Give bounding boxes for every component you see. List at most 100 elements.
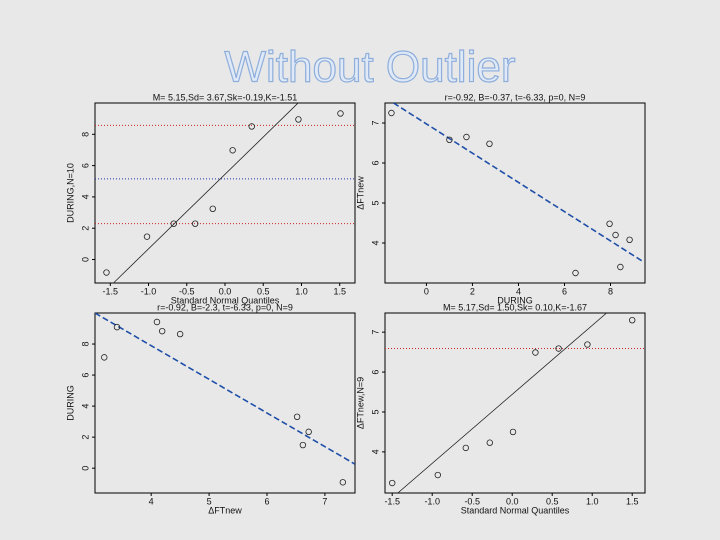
x-tick-label: 4 — [516, 286, 521, 296]
chart-title: r=-0.92, B=-0.37, t=-6.33, p=0, N=9 — [445, 92, 586, 102]
data-point — [612, 231, 619, 239]
y-tick-label: 0 — [80, 466, 90, 471]
data-point — [299, 441, 307, 449]
data-point — [446, 136, 453, 143]
x-tick-label: 1.0 — [586, 496, 599, 506]
fit-line — [113, 103, 298, 283]
data-point — [229, 147, 236, 154]
scatter-chart: r=-0.92, B=-0.37, t=-6.33, p=0, N=9 DURIN… — [355, 92, 646, 305]
y-tick-label: 0 — [80, 257, 90, 262]
data-point — [337, 110, 344, 117]
x-axis-label: ΔFTnew — [208, 505, 242, 515]
plot-content — [388, 103, 644, 277]
data-point — [295, 116, 302, 123]
y-tick-label: 4 — [80, 194, 90, 199]
y-tick-label: 6 — [370, 160, 380, 165]
data-point — [509, 428, 517, 436]
x-tick-label: -0.5 — [464, 496, 480, 506]
y-tick-label: 5 — [370, 200, 380, 205]
x-tick-label: 0.0 — [506, 496, 519, 506]
fit-line — [397, 313, 607, 493]
y-tick-label: 4 — [80, 404, 90, 409]
x-tick-label: 0.0 — [219, 286, 232, 296]
plot-content — [385, 313, 645, 493]
data-point — [389, 479, 396, 487]
plot-area — [94, 312, 356, 494]
data-point — [555, 345, 562, 352]
x-tick-label: 7 — [322, 496, 327, 506]
data-point — [606, 220, 613, 227]
data-point — [532, 349, 539, 356]
slide-title: Without Outlier — [225, 43, 516, 92]
chart-title: r=-0.92, B=-2.3, t=-6.33, p=0, N=9 — [157, 302, 293, 312]
x-tick-label: -1.5 — [103, 286, 119, 296]
data-point — [209, 205, 216, 213]
data-point — [158, 327, 166, 335]
y-tick-label: 8 — [80, 132, 90, 137]
scatter-chart: M= 5.15,Sd= 3.67,Sk=-0.19,K=-1.51 Standar… — [65, 92, 356, 305]
data-point — [584, 341, 591, 348]
scatter-chart: r=-0.92, B=-2.3, t=-6.33, p=0, N=9 ΔFTnew… — [65, 302, 356, 515]
x-tick-label: 1.0 — [295, 286, 308, 296]
data-point — [388, 109, 395, 117]
chart-title: M= 5.17,Sd= 1.50,Sk= 0.10,K=-1.67 — [443, 302, 587, 312]
x-tick-label: 0.5 — [257, 286, 270, 296]
data-point — [103, 269, 110, 276]
data-point — [248, 123, 255, 130]
scatter-chart: M= 5.17,Sd= 1.50,Sk= 0.10,K=-1.67 Standar… — [355, 302, 646, 515]
y-tick-label: 8 — [80, 342, 90, 347]
data-point — [191, 220, 199, 227]
y-tick-label: 7 — [370, 120, 380, 125]
plot-content — [95, 313, 355, 486]
y-tick-label: 4 — [370, 449, 380, 454]
data-point — [434, 471, 441, 479]
data-point — [626, 236, 633, 243]
y-tick-label: 6 — [370, 370, 380, 375]
data-point — [305, 428, 312, 436]
plot-area — [384, 312, 646, 494]
x-tick-label: -1.0 — [424, 496, 440, 506]
y-tick-label: 6 — [80, 163, 90, 168]
x-tick-label: 8 — [608, 286, 613, 296]
x-tick-label: 1.5 — [626, 496, 639, 506]
x-tick-label: 6 — [562, 286, 567, 296]
x-tick-label: 2 — [470, 286, 475, 296]
y-axis-label: DURING,N=10 — [65, 163, 75, 223]
x-tick-label: -0.5 — [179, 286, 195, 296]
y-tick-label: 5 — [370, 409, 380, 414]
data-point — [629, 316, 636, 324]
data-point — [113, 323, 121, 331]
x-axis-label: Standard Normal Quantiles — [461, 505, 570, 515]
data-point — [101, 354, 108, 361]
data-point — [617, 263, 624, 271]
fit-line — [95, 313, 355, 465]
data-point — [293, 413, 301, 421]
x-axis-label: Standard Normal Quantiles — [171, 295, 280, 305]
data-point — [170, 220, 177, 227]
y-tick-label: 7 — [370, 330, 380, 335]
data-point — [176, 330, 184, 338]
data-point — [486, 140, 493, 147]
data-point — [463, 133, 470, 141]
y-axis-label: DURING — [65, 385, 75, 421]
x-tick-label: 1.5 — [333, 286, 346, 296]
y-axis-label: ΔFTnew — [355, 176, 365, 210]
data-point — [462, 444, 469, 452]
x-tick-label: 0 — [424, 286, 429, 296]
chart-title: M= 5.15,Sd= 3.67,Sk=-0.19,K=-1.51 — [153, 92, 298, 102]
x-axis-label: DURING — [497, 295, 533, 305]
plot-content — [95, 103, 355, 283]
y-axis-label: ΔFTnew,N=9 — [355, 377, 365, 429]
plot-area — [94, 102, 356, 284]
y-tick-label: 4 — [370, 240, 380, 245]
y-tick-label: 2 — [80, 226, 90, 231]
data-point — [153, 318, 161, 326]
fit-line — [393, 103, 644, 263]
data-point — [572, 269, 579, 277]
y-tick-label: 2 — [80, 435, 90, 440]
x-tick-label: 5 — [207, 496, 212, 506]
x-tick-label: 4 — [149, 496, 154, 506]
data-point — [486, 439, 493, 446]
x-tick-label: -1.0 — [141, 286, 157, 296]
